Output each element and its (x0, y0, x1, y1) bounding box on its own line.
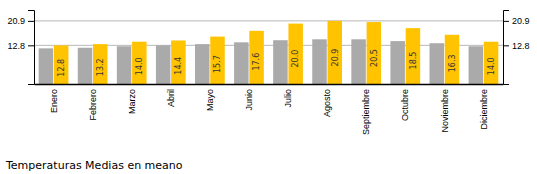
bar (288, 24, 302, 84)
bar (132, 42, 146, 84)
data-label: 20.9 (331, 49, 340, 67)
x-tick: Noviembre (440, 89, 450, 133)
x-tick-label: Abril (166, 89, 176, 107)
y-tick-label: 12.8 (7, 41, 25, 51)
bar (171, 41, 185, 84)
data-label: 14.4 (174, 57, 183, 75)
data-label: 16.3 (448, 54, 457, 72)
y-axis-line (28, 11, 35, 85)
y2-tick: 12.8 (503, 41, 530, 51)
y-tick: 20.9 (7, 16, 34, 26)
data-label: 15.7 (213, 55, 222, 73)
x-tick: Octubre (400, 89, 410, 121)
bar (328, 21, 342, 84)
data-label: 20.5 (370, 49, 379, 67)
bar (406, 28, 420, 84)
bar (39, 48, 53, 84)
x-tick: Febrero (88, 89, 98, 121)
y-tick-label: 20.9 (7, 16, 25, 26)
x-tick-label: Febrero (88, 89, 98, 121)
x-tick: Enero (49, 89, 59, 113)
title: Temperaturas Medias en meano (5, 159, 183, 172)
y-axis: 12.8 20.9 (7, 11, 34, 85)
x-tick: Agosto (322, 89, 332, 117)
data-label: 18.5 (409, 52, 418, 70)
data-label: 17.6 (252, 53, 261, 71)
y-tick: 12.8 (7, 41, 34, 51)
bar (78, 48, 92, 84)
x-axis-line (35, 84, 504, 86)
grid-line (34, 20, 503, 21)
x-tick-label: Marzo (127, 89, 137, 114)
bar (234, 42, 248, 84)
data-labels: 12.8 13.2 14.0 14.4 15.7 17.6 20.0 20.9 20.5 18.5… (57, 49, 496, 77)
bar (445, 35, 459, 84)
bar (273, 40, 287, 84)
y2-tick-label: 20.9 (512, 16, 530, 26)
bar (469, 46, 483, 84)
bar-series (54, 21, 498, 84)
bar (117, 46, 131, 84)
y2-axis: 12.8 20.9 (503, 11, 530, 85)
x-tick-label: Septiembre (361, 89, 371, 135)
x-tick: Julio (283, 89, 293, 108)
x-axis: Enero Febrero Marzo Abril Mayo Junio Julio Agos… (35, 85, 504, 136)
data-label: 14.0 (487, 57, 496, 75)
grid (34, 21, 503, 45)
x-tick-label: Noviembre (440, 89, 450, 133)
y2-tick-mark (503, 45, 509, 46)
bar (210, 37, 224, 84)
bar (430, 43, 444, 84)
y-tick-mark (28, 45, 34, 46)
data-label: 14.0 (135, 57, 144, 75)
y-tick-mark (28, 21, 34, 22)
y2-axis-line (504, 11, 510, 85)
x-tick: Diciembre (479, 89, 489, 130)
bar (156, 45, 170, 84)
bar (367, 22, 381, 84)
x-tick-label: Agosto (322, 89, 332, 117)
bar (390, 41, 404, 84)
bar (249, 31, 263, 84)
bar (312, 39, 326, 84)
bar (484, 42, 498, 84)
x-tick: Junio (244, 89, 254, 111)
y2-tick-mark (503, 21, 509, 22)
bar (93, 44, 107, 84)
x-tick-label: Mayo (205, 89, 215, 111)
chart: 12.8 13.2 14.0 14.4 15.7 17.6 20.0 20.9 20.5 18.5… (0, 0, 537, 174)
x-tick-label: Octubre (400, 89, 410, 121)
plot-area (39, 21, 499, 84)
x-tick-label: Junio (244, 89, 254, 111)
bar (351, 39, 365, 84)
x-tick: Marzo (127, 89, 137, 114)
x-tick-label: Julio (283, 89, 293, 108)
bar (54, 45, 68, 84)
x-tick-label: Enero (49, 89, 59, 113)
x-tick: Septiembre (361, 89, 371, 135)
y2-tick-label: 12.8 (512, 41, 530, 51)
x-tick-label: Diciembre (479, 89, 489, 130)
x-tick: Abril (166, 89, 176, 107)
data-label: 12.8 (57, 59, 66, 77)
bar (195, 44, 209, 84)
data-label: 20.0 (291, 50, 300, 68)
x-tick: Mayo (205, 89, 215, 111)
data-label: 13.2 (96, 58, 105, 76)
y2-tick: 20.9 (503, 16, 530, 26)
